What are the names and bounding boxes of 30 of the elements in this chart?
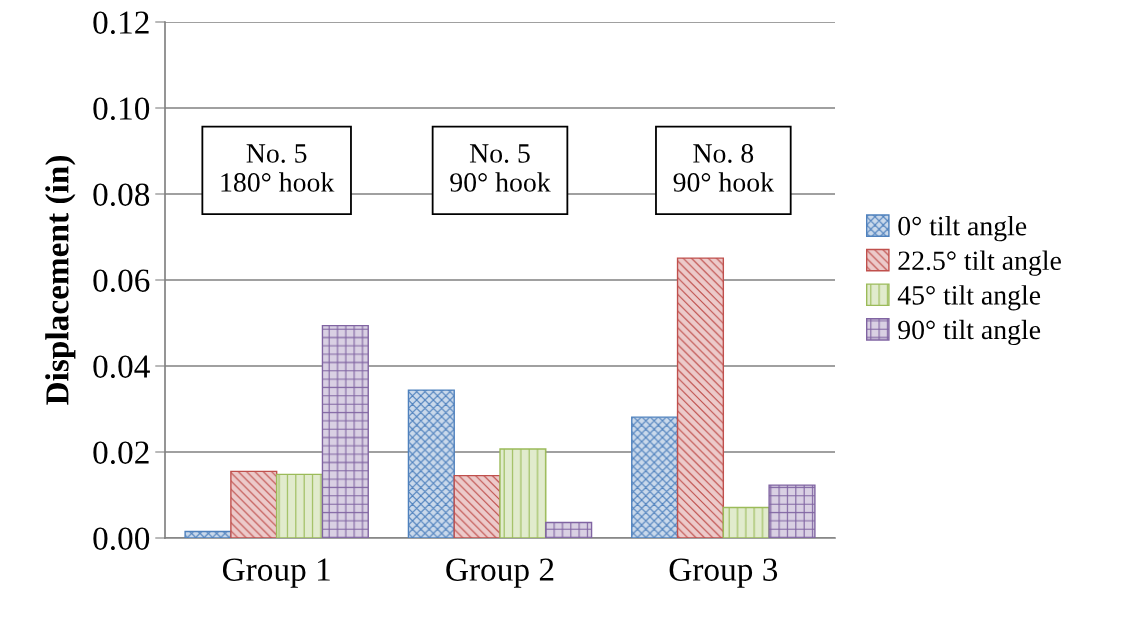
legend-label: 22.5° tilt angle xyxy=(898,250,1061,276)
y-tick-label: 0.00 xyxy=(93,527,150,551)
y-tick-label: 0.08 xyxy=(93,183,150,207)
bar xyxy=(499,448,547,538)
legend-label: 45° tilt angle xyxy=(897,285,1041,311)
bar xyxy=(676,257,725,538)
annotation: No. 8 90° hook xyxy=(673,144,775,192)
bar xyxy=(275,473,324,538)
y-tick-label: 0.06 xyxy=(93,269,150,293)
annotation: No. 5 90° hook xyxy=(450,144,551,192)
bar xyxy=(631,416,679,538)
y-tick-label: 0.02 xyxy=(93,441,149,465)
y-tick-label: 0.12 xyxy=(93,11,149,35)
legend-label: 90° tilt angle xyxy=(898,319,1041,346)
bar xyxy=(321,324,369,538)
bar xyxy=(453,474,501,538)
x-tick-label: Group 3 xyxy=(669,558,778,588)
y-tick-label: 0.10 xyxy=(93,97,150,121)
bar xyxy=(722,506,770,538)
bar xyxy=(407,389,455,538)
legend-label: 0° tilt angle xyxy=(898,215,1027,242)
bar xyxy=(230,470,278,538)
x-tick-label: Group 1 xyxy=(222,558,330,588)
x-tick-label: Group 2 xyxy=(446,558,554,588)
bar xyxy=(184,530,232,538)
y-axis-title: Displacement (in) xyxy=(45,156,76,405)
bar xyxy=(768,484,816,538)
annotation: No. 5 180° hook xyxy=(221,144,335,192)
y-tick-label: 0.04 xyxy=(93,355,150,379)
bar xyxy=(545,521,593,538)
